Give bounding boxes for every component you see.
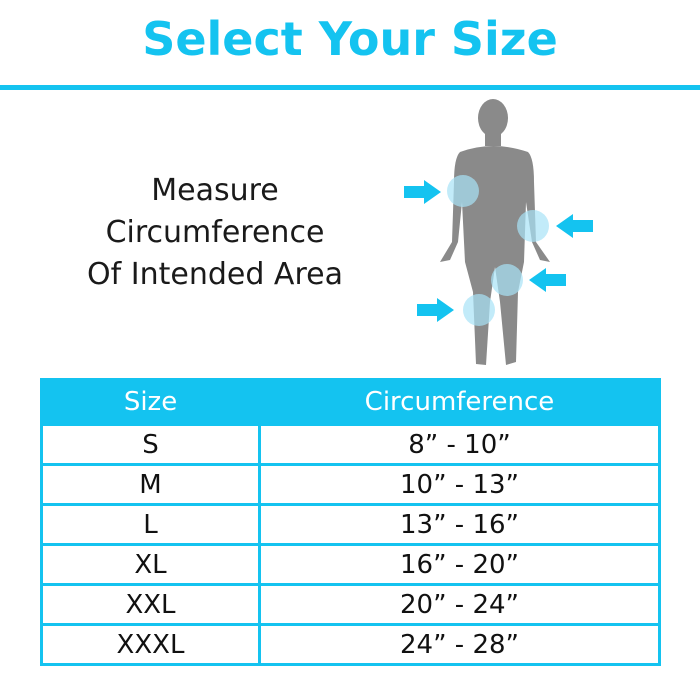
title-divider	[0, 85, 700, 90]
table-row: M 10” - 13”	[40, 463, 661, 506]
page-title: Select Your Size	[142, 12, 558, 66]
arrow-left-icon	[529, 268, 566, 292]
size-chart-table: Size Circumference S 8” - 10” M 10” - 13” L 1…	[40, 378, 661, 666]
arrow-right-icon	[417, 298, 454, 322]
size-cell: XXL	[40, 583, 261, 626]
size-cell: L	[40, 503, 261, 546]
table-row: L 13” - 16”	[40, 503, 661, 546]
table-row: S 8” - 10”	[40, 423, 661, 466]
size-cell: XXXL	[40, 623, 261, 666]
instruction-line: Circumference	[105, 215, 325, 250]
circumference-cell: 24” - 28”	[258, 623, 661, 666]
measure-zone-calf	[463, 294, 495, 326]
instruction-line: Of Intended Area	[87, 257, 343, 292]
table-row: XL 16” - 20”	[40, 543, 661, 586]
arrow-left-icon	[556, 214, 593, 238]
circumference-cell: 13” - 16”	[258, 503, 661, 546]
table-row: XXXL 24” - 28”	[40, 623, 661, 666]
circumference-cell: 20” - 24”	[258, 583, 661, 626]
measure-zone-upper-arm	[447, 175, 479, 207]
size-cell: XL	[40, 543, 261, 586]
table-row: XXL 20” - 24”	[40, 583, 661, 626]
measure-instruction: Measure Circumference Of Intended Area	[40, 170, 390, 296]
table-header-row: Size Circumference	[40, 378, 661, 426]
circumference-cell: 10” - 13”	[258, 463, 661, 506]
header-size: Size	[40, 378, 261, 426]
body-silhouette-icon	[404, 99, 593, 365]
circumference-cell: 16” - 20”	[258, 543, 661, 586]
circumference-cell: 8” - 10”	[258, 423, 661, 466]
size-cell: S	[40, 423, 261, 466]
measure-zone-knee	[491, 264, 523, 296]
size-cell: M	[40, 463, 261, 506]
arrow-right-icon	[404, 180, 441, 204]
measure-zone-wrist	[517, 210, 549, 242]
header-circumference: Circumference	[258, 378, 661, 426]
instruction-line: Measure	[151, 173, 279, 208]
